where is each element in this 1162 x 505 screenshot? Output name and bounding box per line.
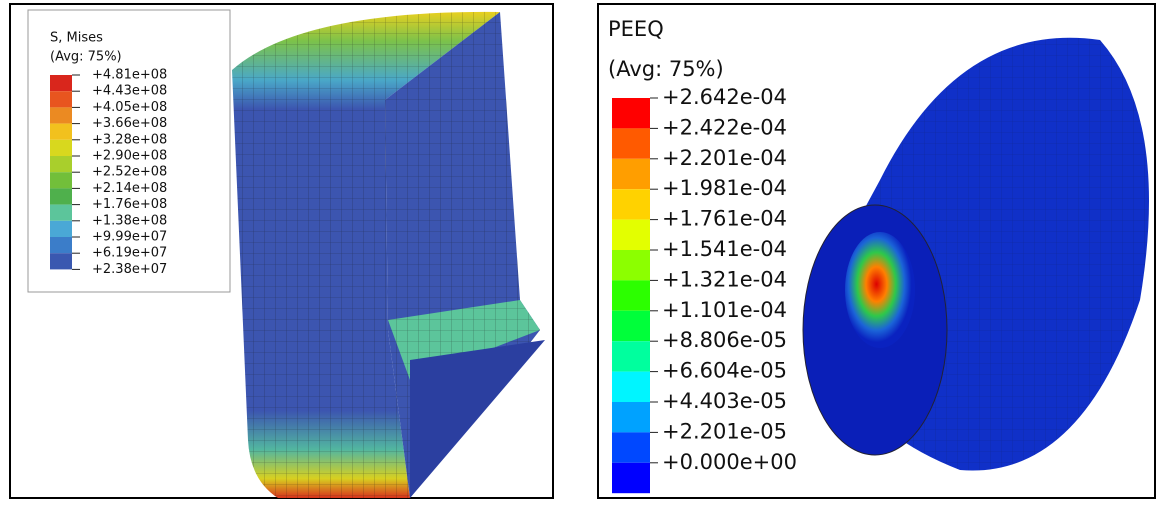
legend-title: S, Mises <box>50 31 103 46</box>
legend-label: +0.000e+00 <box>662 450 797 474</box>
legend-swatch <box>50 156 72 172</box>
legend-label: +2.201e-05 <box>662 419 787 443</box>
legend-label: +4.43e+08 <box>92 84 167 99</box>
page: S, Mises (Avg: 75%) +4.81e+08+4.43e+08+4.0… <box>0 0 1162 505</box>
legend-swatch <box>612 250 650 280</box>
legend-label: +3.66e+08 <box>92 116 167 131</box>
legend-label: +1.981e-04 <box>662 176 787 200</box>
legend-label: +2.90e+08 <box>92 149 167 164</box>
figure: S, Mises (Avg: 75%) +4.81e+08+4.43e+08+4.0… <box>0 0 1162 501</box>
legend-swatch <box>50 140 72 156</box>
legend-swatch <box>612 220 650 250</box>
legend-label: +2.201e-04 <box>662 146 787 170</box>
legend-swatch <box>612 98 650 128</box>
legend-label: +2.642e-04 <box>662 85 787 109</box>
legend-swatch <box>612 463 650 493</box>
legend-label: +2.14e+08 <box>92 181 167 196</box>
legend-label: +4.05e+08 <box>92 100 167 115</box>
legend-label: +4.403e-05 <box>662 389 787 413</box>
legend-label: +4.81e+08 <box>92 68 167 83</box>
legend-swatch <box>612 311 650 341</box>
legend-label: +3.28e+08 <box>92 132 167 147</box>
legend-label: +1.101e-04 <box>662 298 787 322</box>
legend-swatch <box>50 107 72 123</box>
legend-swatch <box>612 372 650 402</box>
legend-swatch <box>50 75 72 91</box>
legend-swatch <box>612 159 650 189</box>
legend-swatch <box>50 172 72 188</box>
legend-swatch <box>612 402 650 432</box>
legend-label: +1.321e-04 <box>662 267 787 291</box>
legend-label: +8.806e-05 <box>662 328 787 352</box>
legend-swatch <box>612 341 650 371</box>
legend-swatch <box>50 91 72 107</box>
legend-swatch <box>50 188 72 204</box>
legend-swatch <box>612 189 650 219</box>
legend-swatch <box>612 432 650 462</box>
legend-swatch <box>50 253 72 269</box>
legend-label: +6.19e+07 <box>92 246 167 261</box>
legend-swatch <box>612 280 650 310</box>
legend-label: +6.604e-05 <box>662 359 787 383</box>
legend-subtitle: (Avg: 75%) <box>608 57 724 81</box>
legend-label: +1.761e-04 <box>662 207 787 231</box>
legend-label: +1.38e+08 <box>92 213 167 228</box>
legend-subtitle: (Avg: 75%) <box>50 50 122 65</box>
legend-label: +9.99e+07 <box>92 230 167 245</box>
legend-swatch <box>50 124 72 140</box>
legend-label: +2.52e+08 <box>92 165 167 180</box>
legend-swatch <box>612 128 650 158</box>
legend-label: +1.541e-04 <box>662 237 787 261</box>
legend-label: +2.422e-04 <box>662 115 787 139</box>
legend-swatch <box>50 205 72 221</box>
legend-swatch <box>50 237 72 253</box>
legend-title: PEEQ <box>608 17 664 41</box>
legend-label: +1.76e+08 <box>92 197 167 212</box>
legend-swatch <box>50 221 72 237</box>
legend-label: +2.38e+07 <box>92 262 167 277</box>
